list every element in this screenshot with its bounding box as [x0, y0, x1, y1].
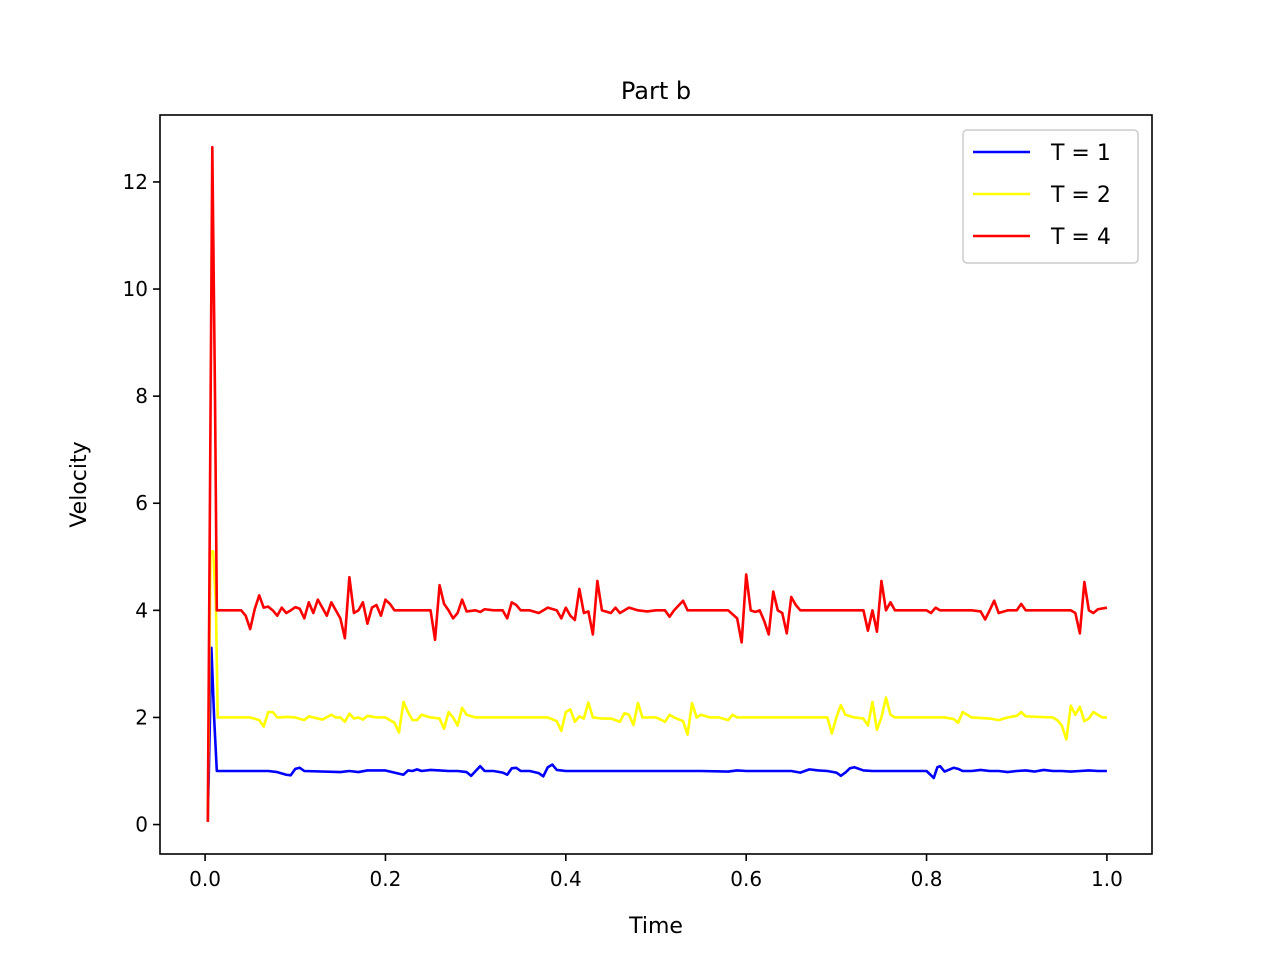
- series-line-2: [206, 550, 1107, 822]
- x-tick-label: 0.6: [730, 867, 762, 891]
- y-tick-label: 10: [123, 277, 148, 301]
- y-axis: 0 2 4 6 8 10 12: [123, 170, 160, 837]
- y-tick-label: 4: [135, 598, 148, 622]
- legend-label-2: T = 2: [1050, 183, 1111, 208]
- y-tick-label: 8: [135, 384, 148, 408]
- x-axis-label: Time: [628, 914, 683, 939]
- series-line-1: [206, 646, 1107, 822]
- x-tick-label: 0.4: [550, 867, 582, 891]
- legend: T = 1 T = 2 T = 4: [962, 129, 1139, 264]
- y-tick-label: 2: [135, 705, 148, 729]
- x-tick-label: 1.0: [1091, 867, 1123, 891]
- plot-frame: [159, 114, 1153, 855]
- y-axis-label: Velocity: [67, 441, 92, 527]
- y-tick-label: 6: [135, 491, 148, 515]
- series-layer: [206, 145, 1108, 822]
- legend-label-1: T = 1: [1050, 141, 1111, 166]
- legend-box: [962, 129, 1139, 264]
- x-tick-label: 0.8: [911, 867, 943, 891]
- series-line-3: [206, 145, 1108, 822]
- x-tick-label: 0.0: [189, 867, 221, 891]
- legend-label-3: T = 4: [1050, 225, 1111, 250]
- x-tick-label: 0.2: [370, 867, 402, 891]
- x-axis: 0.0 0.2 0.4 0.6 0.8 1.0: [189, 854, 1123, 891]
- chart-title: Part b: [621, 77, 691, 105]
- y-tick-label: 12: [123, 170, 148, 194]
- y-tick-label: 0: [135, 813, 148, 837]
